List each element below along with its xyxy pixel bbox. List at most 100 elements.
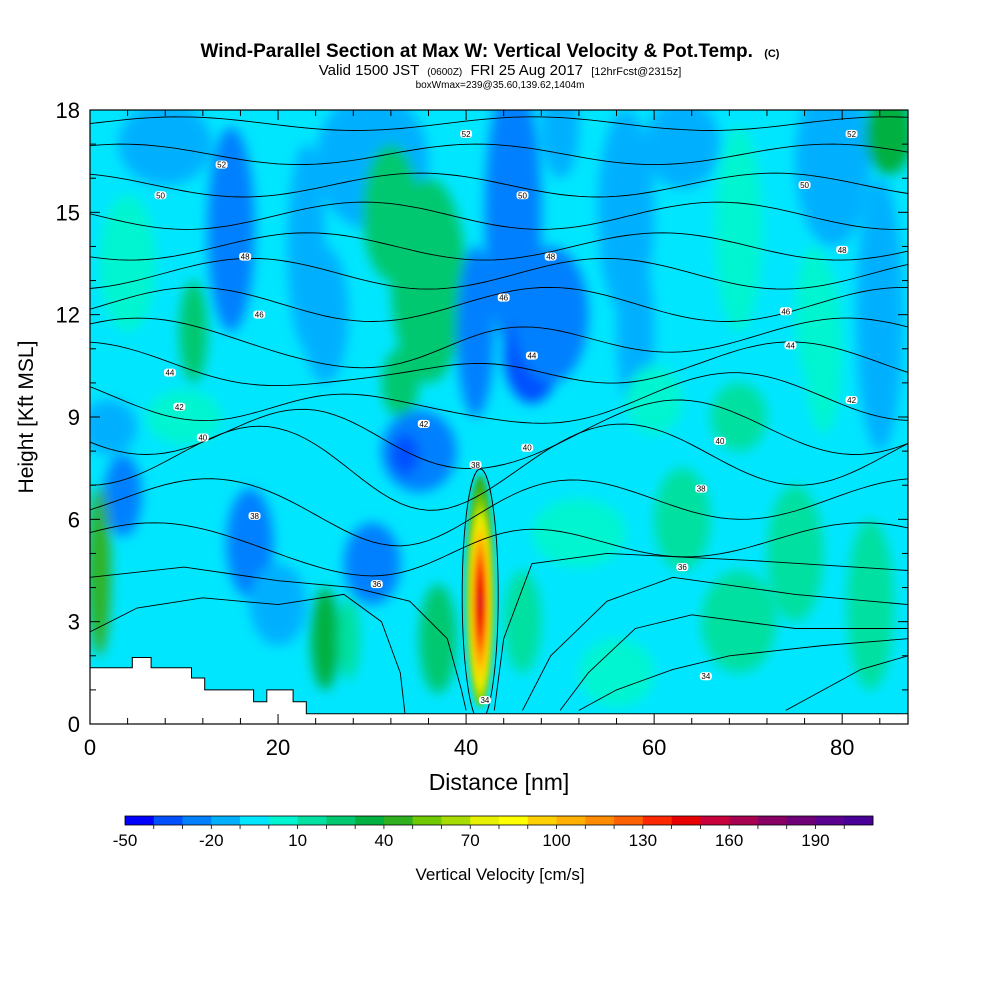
theta-contour: [90, 423, 908, 511]
colorbar-tick-label: -20: [199, 831, 224, 850]
velocity-region: [654, 468, 711, 571]
colorbar-swatch: [470, 816, 500, 825]
y-axis-label: Height [Kft MSL]: [15, 341, 38, 494]
colorbar-swatch: [729, 816, 759, 825]
y-tick-label: 18: [56, 98, 80, 123]
velocity-region: [578, 638, 655, 707]
colorbar-swatch: [383, 816, 413, 825]
contour-label: 44: [527, 352, 536, 361]
contour-label-bg: [845, 129, 858, 138]
contour-label-bg: [713, 436, 726, 445]
velocity-region: [362, 144, 420, 281]
colorbar-tick-label: 10: [288, 831, 307, 850]
velocity-region: [90, 399, 138, 455]
colorbar-swatch: [614, 816, 644, 825]
velocity-region: [513, 246, 589, 383]
contour-label-bg: [516, 191, 529, 200]
colorbar-tick-label: 160: [715, 831, 743, 850]
contour-label: 48: [546, 253, 555, 262]
colorbar-swatch: [815, 816, 845, 825]
x-tick-label: 60: [642, 735, 666, 760]
contour-label-bg: [460, 129, 473, 138]
contour-label-bg: [544, 252, 557, 261]
contour-label-bg: [154, 191, 167, 200]
colorbar-swatch: [844, 816, 874, 825]
theta-contour: [90, 257, 908, 290]
theta-contour: [90, 116, 908, 131]
contour-label-bg: [173, 402, 186, 411]
velocity-region: [795, 246, 833, 383]
colorbar-tick-label: 100: [542, 831, 570, 850]
colorbar-swatch: [671, 816, 701, 825]
velocity-region: [207, 127, 255, 332]
velocity-region: [301, 246, 349, 383]
colorbar-swatch: [153, 816, 183, 825]
svg-text:Wind-Parallel Section at Max W: Wind-Parallel Section at Max W: Vertical…: [201, 41, 780, 62]
colorbar-swatch: [700, 816, 730, 825]
velocity-region: [146, 389, 222, 445]
colorbar-swatch: [268, 816, 298, 825]
contour-label: 36: [678, 563, 687, 572]
velocity-region: [766, 485, 824, 622]
y-tick-label: 12: [56, 303, 80, 328]
velocity-region: [118, 110, 213, 186]
colorbar-swatch: [757, 816, 787, 825]
contour-label-bg: [836, 245, 849, 254]
velocity-region: [390, 434, 420, 475]
contour-label: 36: [372, 580, 381, 589]
velocity-region: [90, 485, 111, 656]
theta-contour: [90, 522, 908, 577]
vertical-velocity-field: 52 52 52 50 50 50 48 48 48 46 46 46 44 44 44 42 42 42 40 40…: [90, 110, 908, 724]
velocity-region: [99, 195, 156, 332]
contour-label: 46: [255, 311, 264, 320]
theta-contour: [90, 232, 908, 261]
theta-contour: [90, 143, 908, 166]
colorbar: -50 -20 10 40 70 100 130 160 190: [113, 815, 874, 850]
velocity-region: [846, 519, 894, 690]
contour-label-bg: [196, 433, 209, 442]
theta-contour: [90, 317, 908, 369]
contour-label: 38: [471, 461, 480, 470]
theta-contour: [559, 614, 908, 711]
velocity-region: [310, 587, 340, 690]
colorbar-label: Vertical Velocity [cm/s]: [415, 865, 584, 884]
colorbar-swatch: [499, 816, 529, 825]
contour-label-bg: [215, 160, 228, 169]
contour-label-bg: [525, 351, 538, 360]
y-tick-label: 15: [56, 200, 80, 225]
chart-title-block: Wind-Parallel Section at Max W: Vertical…: [201, 41, 780, 91]
colorbar-swatch: [412, 816, 442, 825]
subtitle-box-wmax: boxWmax=239@35.60,139.62,1404m: [416, 80, 585, 91]
colorbar-swatch: [326, 816, 356, 825]
velocity-region: [625, 365, 683, 435]
x-tick-label: 0: [84, 735, 96, 760]
chart-title: Wind-Parallel Section at Max W: Vertical…: [201, 41, 753, 62]
contour-label-bg: [370, 580, 383, 589]
x-axis-label: Distance [nm]: [429, 769, 570, 795]
contour-label: 50: [800, 181, 809, 190]
subtitle-date: FRI 25 Aug 2017: [470, 62, 583, 79]
contour-label-bg: [521, 443, 534, 452]
contour-label: 44: [165, 369, 174, 378]
contour-label: 38: [250, 512, 259, 521]
contour-label-bg: [478, 696, 491, 705]
y-tick-label: 3: [68, 610, 80, 635]
contour-label: 48: [838, 246, 847, 255]
contour-label-bg: [779, 307, 792, 316]
contour-label: 52: [462, 130, 471, 139]
contour-label-bg: [253, 310, 266, 319]
theta-contour: [578, 638, 908, 711]
contour-label: 38: [697, 485, 706, 494]
theta-contour: [90, 593, 406, 714]
theta-contour: [90, 201, 908, 230]
colorbar-swatch: [182, 816, 212, 825]
x-tick-label: 40: [454, 735, 478, 760]
contour-label-bg: [163, 368, 176, 377]
contour-label: 48: [241, 253, 250, 262]
contour-label: 34: [480, 696, 489, 705]
contour-label-bg: [497, 293, 510, 302]
theta-contour: [90, 286, 908, 322]
velocity-region: [541, 110, 579, 179]
contour-label: 46: [781, 307, 790, 316]
velocity-region: [865, 110, 908, 175]
